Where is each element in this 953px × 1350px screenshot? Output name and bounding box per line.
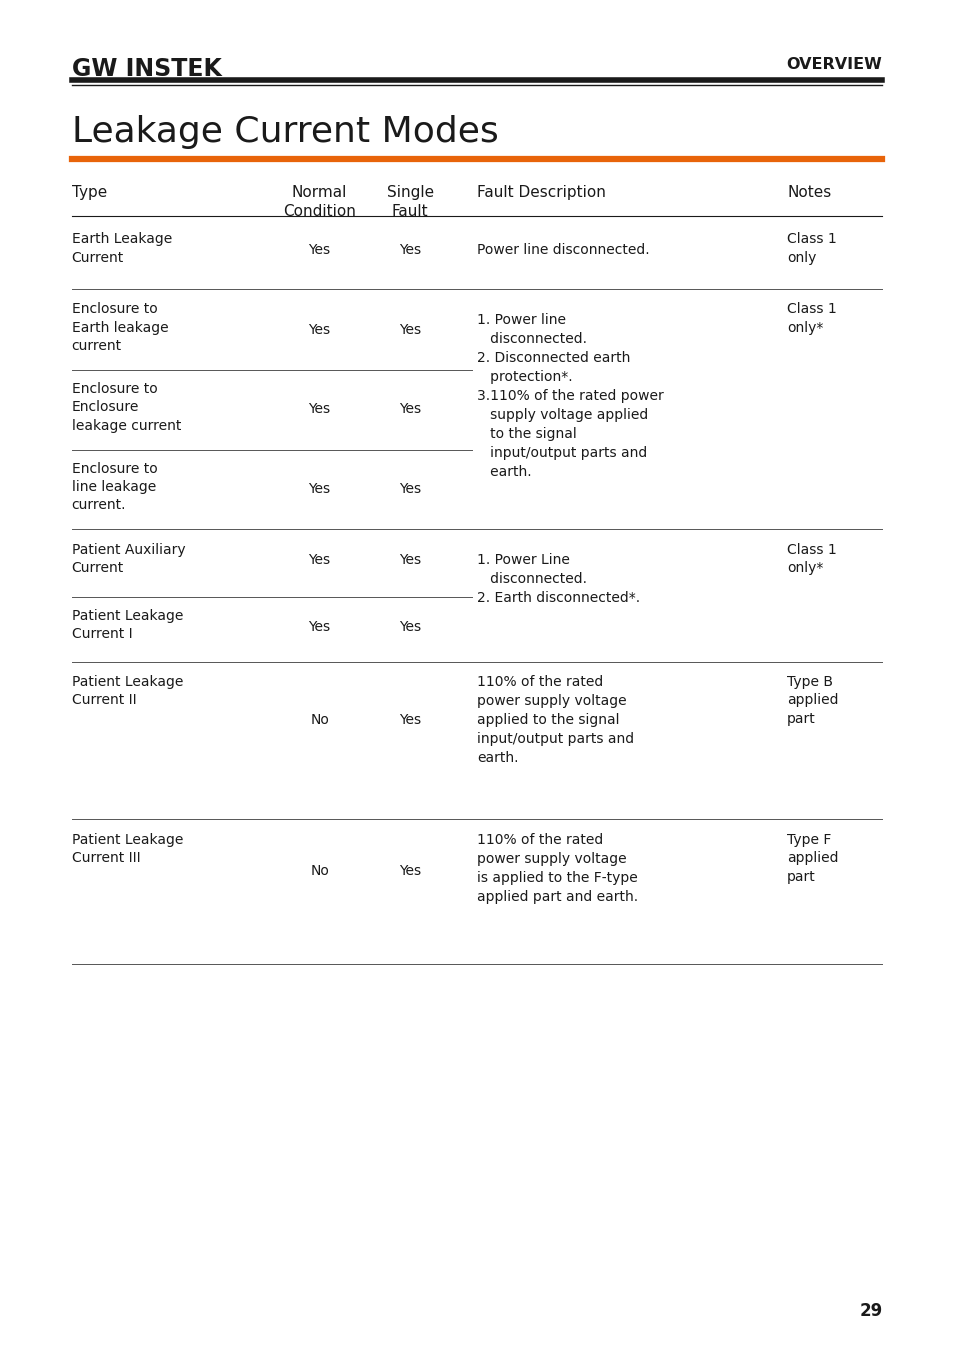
Text: Fault Description: Fault Description: [476, 185, 605, 200]
Text: No: No: [310, 864, 329, 878]
Text: Class 1
only*: Class 1 only*: [786, 543, 836, 575]
Text: 110% of the rated
power supply voltage
is applied to the F-type
applied part and: 110% of the rated power supply voltage i…: [476, 833, 638, 903]
Text: Single
Fault: Single Fault: [386, 185, 434, 219]
Text: Yes: Yes: [398, 713, 421, 726]
Text: Yes: Yes: [398, 620, 421, 633]
Text: Yes: Yes: [308, 620, 331, 633]
Text: Yes: Yes: [398, 323, 421, 336]
Text: Yes: Yes: [308, 482, 331, 495]
Text: OVERVIEW: OVERVIEW: [786, 57, 882, 72]
Text: Enclosure to
Enclosure
leakage current: Enclosure to Enclosure leakage current: [71, 382, 181, 433]
Text: Enclosure to
Earth leakage
current: Enclosure to Earth leakage current: [71, 302, 168, 354]
Text: 110% of the rated
power supply voltage
applied to the signal
input/output parts : 110% of the rated power supply voltage a…: [476, 675, 634, 765]
Text: Patient Leakage
Current III: Patient Leakage Current III: [71, 833, 183, 865]
Text: Power line disconnected.: Power line disconnected.: [476, 243, 649, 256]
Text: Class 1
only*: Class 1 only*: [786, 302, 836, 335]
Text: Patient Leakage
Current II: Patient Leakage Current II: [71, 675, 183, 707]
Text: Patient Auxiliary
Current: Patient Auxiliary Current: [71, 543, 185, 575]
Text: Yes: Yes: [308, 323, 331, 336]
Text: Yes: Yes: [398, 482, 421, 495]
Text: Type: Type: [71, 185, 107, 200]
Text: Notes: Notes: [786, 185, 830, 200]
Text: Yes: Yes: [398, 402, 421, 416]
Text: GW INSTEK: GW INSTEK: [71, 57, 221, 81]
Text: Yes: Yes: [308, 402, 331, 416]
Text: Type B
applied
part: Type B applied part: [786, 675, 838, 726]
Text: 1. Power line
   disconnected.
2. Disconnected earth
   protection*.
3.110% of t: 1. Power line disconnected. 2. Disconnec…: [476, 313, 663, 479]
Text: Yes: Yes: [308, 554, 331, 567]
Text: Leakage Current Modes: Leakage Current Modes: [71, 115, 497, 148]
Text: No: No: [310, 713, 329, 726]
Text: Earth Leakage
Current: Earth Leakage Current: [71, 232, 172, 265]
Text: Patient Leakage
Current I: Patient Leakage Current I: [71, 609, 183, 641]
Text: Yes: Yes: [308, 243, 331, 256]
Text: Enclosure to
line leakage
current.: Enclosure to line leakage current.: [71, 462, 157, 513]
Text: Type F
applied
part: Type F applied part: [786, 833, 838, 884]
Text: 1. Power Line
   disconnected.
2. Earth disconnected*.: 1. Power Line disconnected. 2. Earth dis…: [476, 554, 639, 605]
Text: Yes: Yes: [398, 864, 421, 878]
Text: Class 1
only: Class 1 only: [786, 232, 836, 265]
Text: 29: 29: [859, 1303, 882, 1320]
Text: Normal
Condition: Normal Condition: [283, 185, 355, 219]
Text: Yes: Yes: [398, 554, 421, 567]
Text: Yes: Yes: [398, 243, 421, 256]
